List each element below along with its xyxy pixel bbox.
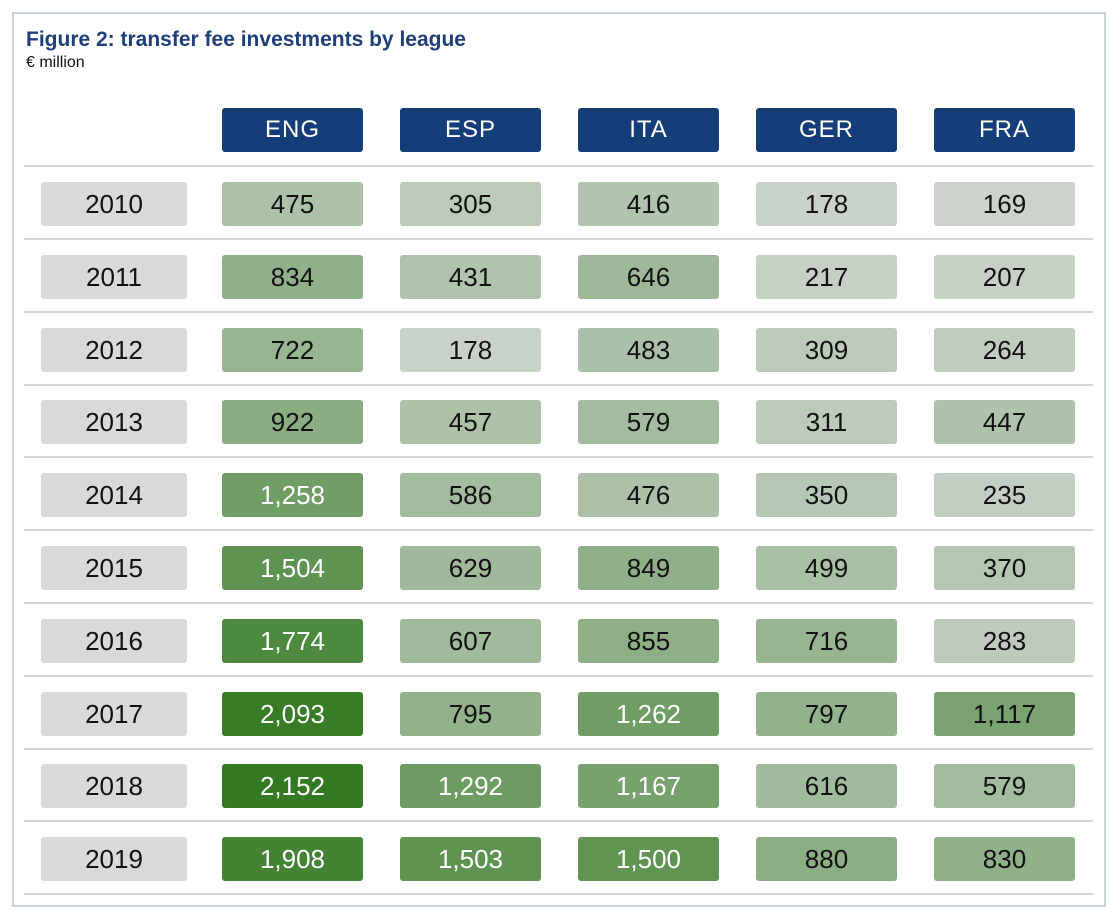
year-label: 2015 [41,546,187,590]
value-cell-esp-2014: 586 [400,473,541,517]
value-cell-eng-2014: 1,258 [222,473,363,517]
row-divider [24,456,1093,458]
value-cell-ita-2011: 646 [578,255,719,299]
value-cell-eng-2011: 834 [222,255,363,299]
chart-title: Figure 2: transfer fee investments by le… [26,28,466,51]
year-label: 2010 [41,182,187,226]
value-cell-fra-2014: 235 [934,473,1075,517]
value-cell-ger-2018: 616 [756,764,897,808]
value-cell-fra-2018: 579 [934,764,1075,808]
row-divider [24,238,1093,240]
row-divider [24,384,1093,386]
value-cell-fra-2017: 1,117 [934,692,1075,736]
value-cell-esp-2013: 457 [400,400,541,444]
row-divider [24,311,1093,313]
value-cell-fra-2010: 169 [934,182,1075,226]
value-cell-eng-2018: 2,152 [222,764,363,808]
value-cell-esp-2019: 1,503 [400,837,541,881]
value-cell-eng-2012: 722 [222,328,363,372]
value-cell-fra-2012: 264 [934,328,1075,372]
value-cell-ger-2013: 311 [756,400,897,444]
value-cell-ita-2013: 579 [578,400,719,444]
row-divider [24,820,1093,822]
value-cell-esp-2016: 607 [400,619,541,663]
row-divider [24,748,1093,750]
value-cell-ita-2014: 476 [578,473,719,517]
value-cell-ger-2010: 178 [756,182,897,226]
value-cell-fra-2016: 283 [934,619,1075,663]
year-label: 2016 [41,619,187,663]
column-header-fra: FRA [934,108,1075,152]
value-cell-esp-2010: 305 [400,182,541,226]
value-cell-ita-2012: 483 [578,328,719,372]
value-cell-ger-2011: 217 [756,255,897,299]
row-divider [24,602,1093,604]
value-cell-ita-2010: 416 [578,182,719,226]
year-label: 2014 [41,473,187,517]
year-label: 2011 [41,255,187,299]
column-header-esp: ESP [400,108,541,152]
value-cell-ger-2014: 350 [756,473,897,517]
chart-subtitle: € million [26,54,85,71]
value-cell-fra-2011: 207 [934,255,1075,299]
value-cell-ita-2017: 1,262 [578,692,719,736]
value-cell-ita-2019: 1,500 [578,837,719,881]
value-cell-ita-2016: 855 [578,619,719,663]
year-label: 2019 [41,837,187,881]
column-header-eng: ENG [222,108,363,152]
value-cell-ger-2017: 797 [756,692,897,736]
value-cell-ger-2016: 716 [756,619,897,663]
column-header-ita: ITA [578,108,719,152]
year-label: 2013 [41,400,187,444]
year-label: 2012 [41,328,187,372]
figure-frame [12,12,1106,907]
value-cell-eng-2017: 2,093 [222,692,363,736]
value-cell-eng-2019: 1,908 [222,837,363,881]
row-divider [24,529,1093,531]
value-cell-eng-2013: 922 [222,400,363,444]
value-cell-ger-2015: 499 [756,546,897,590]
value-cell-ger-2012: 309 [756,328,897,372]
value-cell-fra-2015: 370 [934,546,1075,590]
value-cell-fra-2019: 830 [934,837,1075,881]
value-cell-eng-2016: 1,774 [222,619,363,663]
column-header-ger: GER [756,108,897,152]
row-divider [24,893,1093,895]
value-cell-eng-2015: 1,504 [222,546,363,590]
value-cell-ita-2018: 1,167 [578,764,719,808]
value-cell-ita-2015: 849 [578,546,719,590]
value-cell-esp-2017: 795 [400,692,541,736]
row-divider [24,165,1093,167]
value-cell-esp-2015: 629 [400,546,541,590]
row-divider [24,675,1093,677]
year-label: 2018 [41,764,187,808]
value-cell-fra-2013: 447 [934,400,1075,444]
year-label: 2017 [41,692,187,736]
value-cell-esp-2011: 431 [400,255,541,299]
value-cell-eng-2010: 475 [222,182,363,226]
value-cell-esp-2018: 1,292 [400,764,541,808]
value-cell-ger-2019: 880 [756,837,897,881]
value-cell-esp-2012: 178 [400,328,541,372]
